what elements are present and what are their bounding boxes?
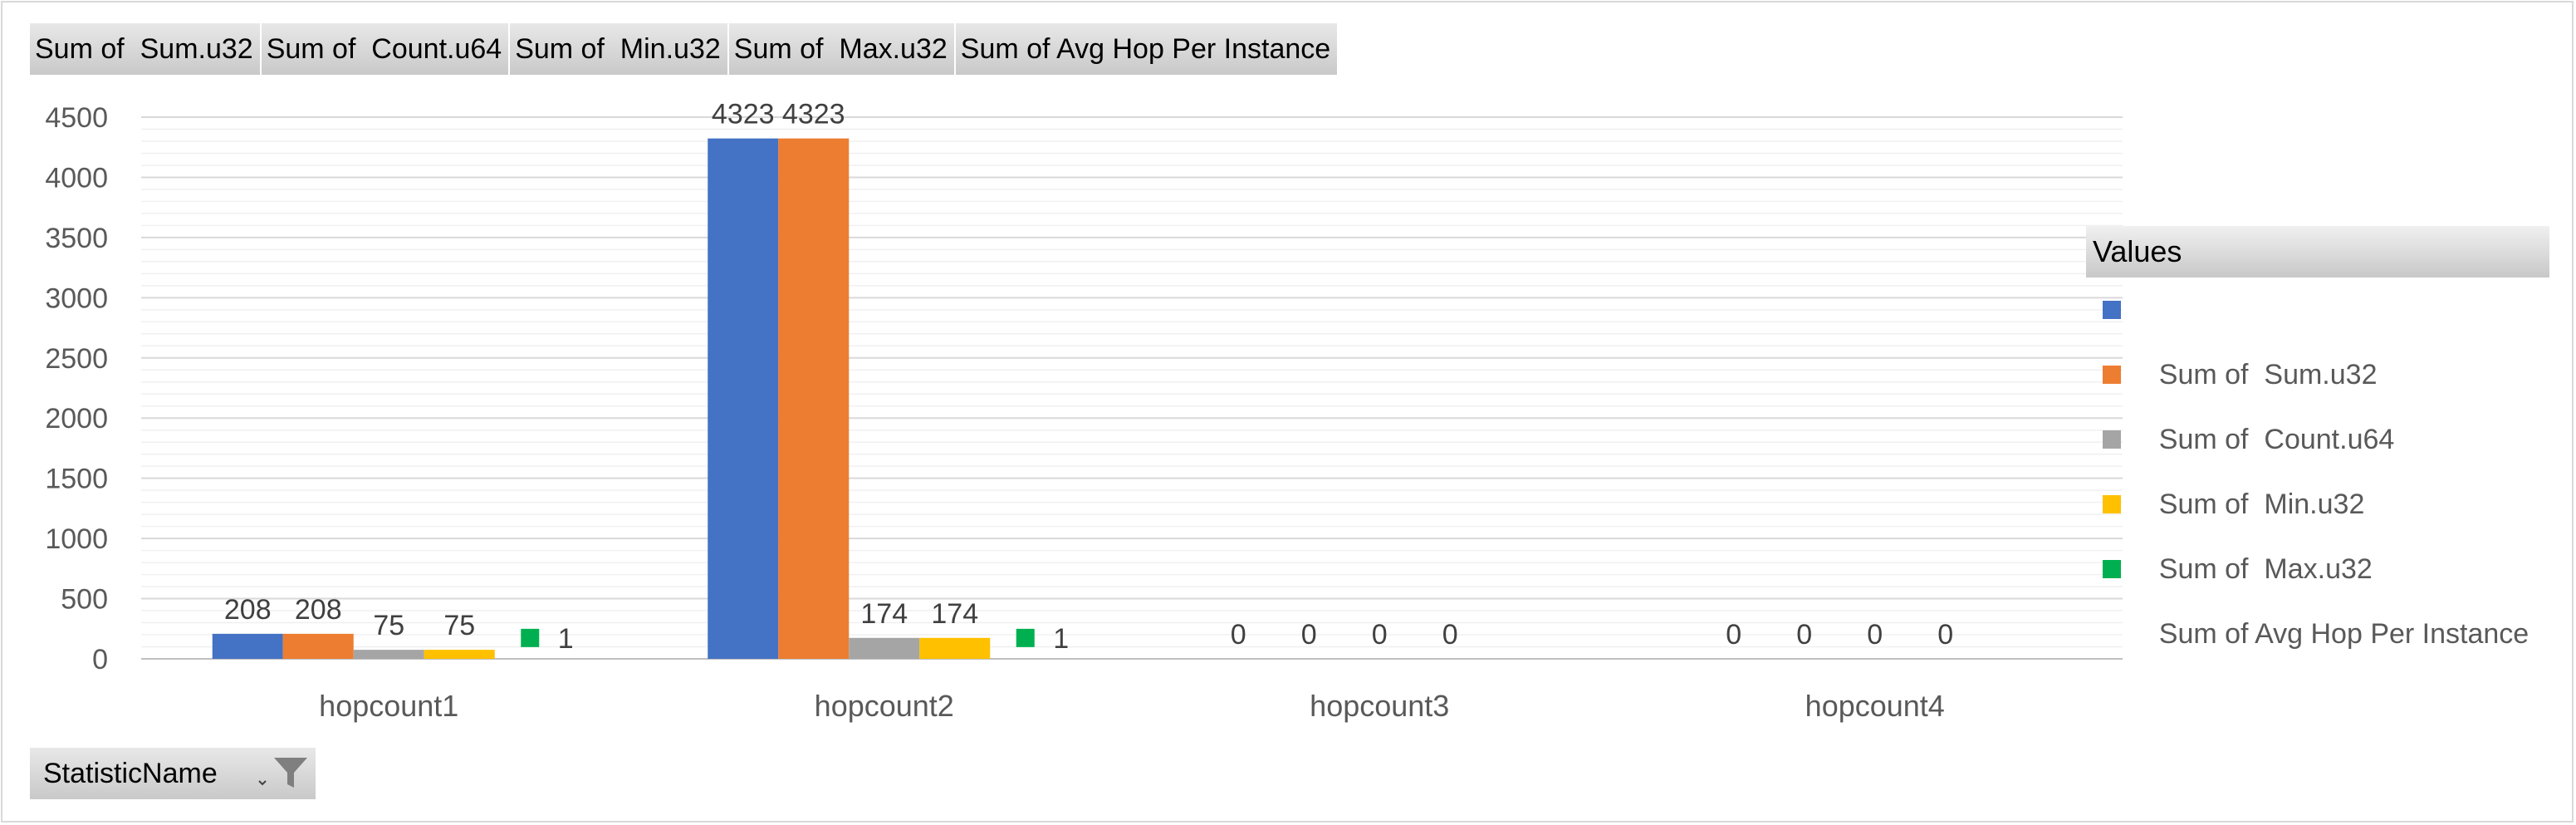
data-label: 0: [1372, 619, 1388, 651]
legend-item-avg-hop[interactable]: Sum of Avg Hop Per Instance: [2086, 537, 2549, 650]
legend-label-sum: Sum of Sum.u32: [2158, 359, 2378, 390]
field-button-sum[interactable]: Sum of Sum.u32: [30, 23, 262, 75]
data-label: 0: [1867, 619, 1883, 651]
legend-item-sum[interactable]: Sum of Sum.u32: [2086, 277, 2549, 390]
data-label: 1: [558, 623, 574, 655]
legend-swatch-max: [2103, 495, 2121, 513]
y-tick-label: 4000: [45, 162, 108, 194]
bar: [778, 138, 850, 660]
legend-label-max: Sum of Max.u32: [2158, 553, 2373, 585]
y-tick-label: 1000: [45, 523, 108, 555]
statistic-name-filter-button[interactable]: StatisticName: [30, 748, 316, 799]
bar: [849, 637, 920, 659]
filter-funnel-icon: [258, 758, 307, 788]
y-tick-label: 2500: [45, 343, 108, 375]
legend-item-count[interactable]: Sum of Count.u64: [2086, 342, 2549, 455]
y-tick-label: 500: [61, 584, 108, 616]
filter-label: StatisticName: [43, 758, 218, 789]
field-button-min[interactable]: Sum of Min.u32: [510, 23, 729, 75]
bar: [282, 633, 354, 659]
data-point: [521, 628, 540, 647]
data-label: 1: [1053, 623, 1069, 655]
legend-title: Values: [2086, 226, 2549, 277]
y-tick-label: 1500: [45, 464, 108, 495]
legend-swatch-sum: [2103, 301, 2121, 319]
data-label: 0: [1231, 619, 1246, 651]
legend-label-avg-hop: Sum of Avg Hop Per Instance: [2158, 618, 2529, 650]
data-label: 208: [295, 594, 342, 626]
legend-item-min[interactable]: Sum of Min.u32: [2086, 407, 2549, 520]
bar: [708, 138, 779, 660]
field-button-max[interactable]: Sum of Max.u32: [728, 23, 956, 75]
data-label: 4323: [712, 99, 775, 130]
data-label: 0: [1937, 619, 1953, 651]
data-label: 174: [931, 598, 978, 630]
data-label: 0: [1796, 619, 1812, 651]
legend-item-max[interactable]: Sum of Max.u32: [2086, 472, 2549, 585]
legend-label-min: Sum of Min.u32: [2158, 489, 2365, 520]
bar: [424, 650, 495, 659]
category-label: hopcount4: [1805, 689, 1945, 723]
y-tick-label: 4500: [45, 102, 108, 134]
y-tick-label: 2000: [45, 403, 108, 435]
data-label: 0: [1726, 619, 1741, 651]
bar: [212, 633, 283, 659]
bar: [919, 637, 991, 659]
data-label: 174: [860, 598, 908, 630]
y-tick-label: 3000: [45, 282, 108, 314]
category-label: hopcount1: [319, 689, 458, 723]
legend-label-count: Sum of Count.u64: [2158, 424, 2395, 455]
data-label: 4323: [782, 99, 845, 130]
bar: [353, 650, 424, 659]
data-point: [1016, 628, 1035, 647]
legend-swatch-min: [2103, 430, 2121, 449]
data-label: 208: [224, 594, 272, 626]
data-label: 75: [373, 610, 404, 641]
legend-swatch-count: [2103, 366, 2121, 384]
y-tick-label: 3500: [45, 223, 108, 254]
category-label: hopcount3: [1310, 689, 1449, 723]
data-label: 0: [1442, 619, 1458, 651]
legend: Values Sum of Sum.u32 Sum of Count.u64 S…: [2086, 226, 2549, 650]
legend-swatch-avg-hop: [2103, 560, 2121, 578]
y-tick-label: 0: [92, 644, 108, 675]
field-button-avg-hop[interactable]: Sum of Avg Hop Per Instance: [955, 23, 1339, 75]
data-label: 75: [443, 610, 475, 641]
value-field-buttons: Sum of Sum.u32 Sum of Count.u64 Sum of M…: [30, 23, 1339, 75]
category-label: hopcount2: [815, 689, 954, 723]
data-label: 0: [1301, 619, 1317, 651]
field-button-count[interactable]: Sum of Count.u64: [261, 23, 511, 75]
